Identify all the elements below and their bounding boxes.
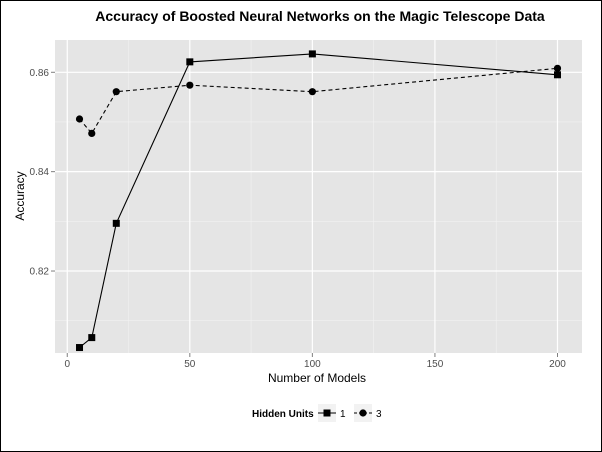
x-tick-label: 200: [549, 359, 566, 370]
data-point-series-3: [76, 115, 83, 122]
data-point-series-3: [113, 88, 120, 95]
data-point-series-1: [554, 71, 561, 78]
data-point-series-3: [186, 82, 193, 89]
plot-panel: [55, 40, 582, 353]
data-point-series-3: [554, 65, 561, 72]
data-point-series-3: [309, 88, 316, 95]
y-tick-label: 0.86: [30, 68, 50, 79]
x-axis-title: Number of Models: [268, 371, 366, 385]
legend-label-1: 1: [340, 409, 346, 420]
y-tick-label: 0.82: [30, 267, 50, 278]
data-point-series-1: [113, 220, 120, 227]
data-point-series-1: [186, 58, 193, 65]
legend-key-marker-1: [324, 410, 331, 417]
y-tick-label: 0.84: [30, 167, 50, 178]
legend: Hidden Units 1 3: [252, 404, 382, 422]
y-axis-title: Accuracy: [13, 171, 27, 220]
data-point-series-1: [309, 50, 316, 57]
x-tick-label: 100: [304, 359, 321, 370]
x-tick-label: 50: [184, 359, 196, 370]
legend-title: Hidden Units: [252, 409, 314, 420]
x-tick-label: 150: [427, 359, 444, 370]
data-point-series-1: [88, 334, 95, 341]
legend-key-marker-3: [359, 409, 366, 416]
data-point-series-3: [88, 130, 95, 137]
x-tick-label: 0: [64, 359, 70, 370]
plot-background: [55, 40, 582, 353]
legend-label-3: 3: [376, 409, 382, 420]
data-point-series-1: [76, 344, 83, 351]
